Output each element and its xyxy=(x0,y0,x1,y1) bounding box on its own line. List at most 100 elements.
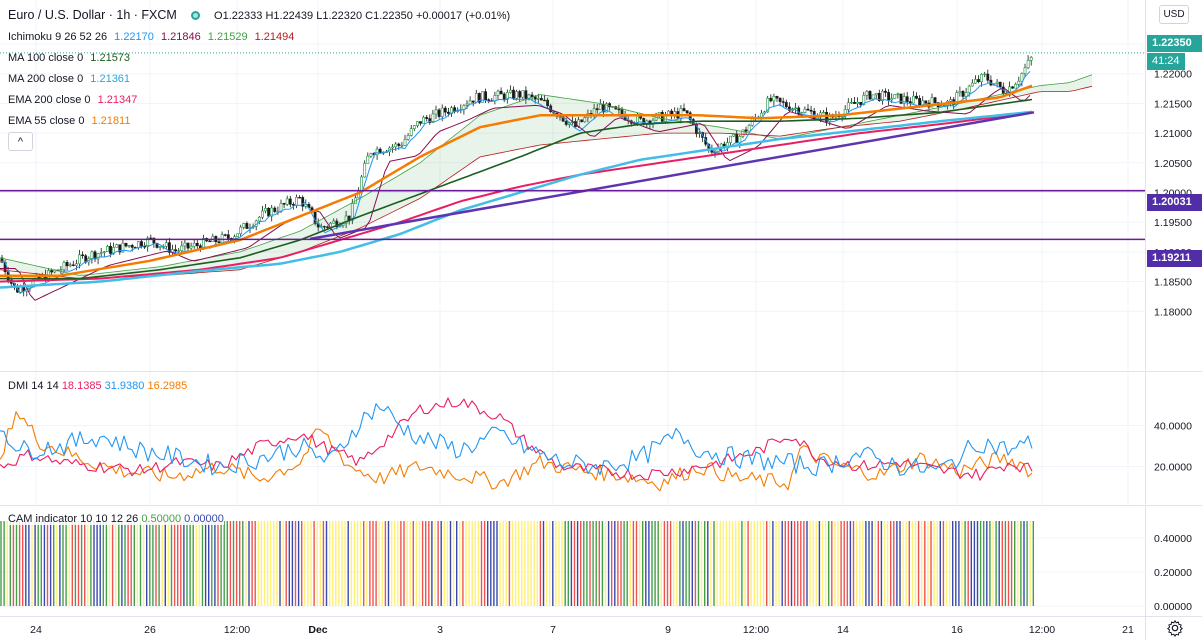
candle-body xyxy=(781,101,785,103)
time-tick-label: 26 xyxy=(144,624,156,636)
candle-body xyxy=(605,103,608,113)
time-axis-labels: 24 26 12:00 Dec 3 7 9 12:00 14 16 12:00 21 xyxy=(30,624,1134,636)
legend-ichimoku[interactable]: Ichimoku 9 26 52 26 1.22170 1.21846 1.21… xyxy=(8,27,510,48)
candle-body xyxy=(518,91,522,98)
candle-body xyxy=(155,242,159,248)
cam-pane[interactable] xyxy=(0,505,1145,616)
candle-body xyxy=(183,242,187,247)
ohlc-o-label: O xyxy=(214,10,223,22)
candle-body xyxy=(772,96,776,102)
dmi-chart[interactable] xyxy=(0,372,1145,505)
candle-body xyxy=(995,81,999,84)
candle-body xyxy=(217,241,221,243)
dmi-adx-value: 16.2985 xyxy=(147,380,188,392)
cam-axis-labels: 0.40000 0.20000 0.00000 xyxy=(1154,533,1192,613)
dmi-axis[interactable]: 40.0000 20.0000 xyxy=(1145,371,1202,504)
legend-ema55[interactable]: EMA 55 close 0 1.21811 xyxy=(8,111,510,132)
candle-body xyxy=(880,90,884,102)
price-chart[interactable] xyxy=(0,0,1145,370)
candle-body xyxy=(335,220,339,228)
candle-body xyxy=(425,117,429,119)
dmi-tick-label: 20.0000 xyxy=(1154,462,1192,474)
candle-body xyxy=(437,109,441,117)
candle-body xyxy=(273,207,277,212)
settings-gear-icon[interactable] xyxy=(1166,619,1184,637)
candle-body xyxy=(465,103,469,106)
price-tick-label: 1.21000 xyxy=(1154,128,1192,140)
candle-body xyxy=(741,129,745,137)
candle-body xyxy=(986,73,990,81)
legend-collapse-button[interactable]: ^ xyxy=(8,132,33,151)
candle-body xyxy=(164,242,168,247)
currency-button[interactable]: USD xyxy=(1159,5,1189,24)
candle-body xyxy=(140,241,143,247)
candle-body xyxy=(533,96,537,100)
candle-body xyxy=(431,113,435,123)
dmi-label: DMI 14 14 xyxy=(8,380,59,392)
cam-chart[interactable] xyxy=(0,506,1145,617)
ma100-label: MA 100 close 0 xyxy=(8,52,84,64)
candle-body xyxy=(564,120,568,125)
candle-body xyxy=(543,99,546,102)
candle-body xyxy=(499,90,503,95)
dmi-axis-labels: 40.0000 20.0000 xyxy=(1154,421,1192,474)
price-pane[interactable] xyxy=(0,0,1145,370)
cam-axis[interactable]: 0.40000 0.20000 0.00000 xyxy=(1145,505,1202,616)
ichimoku-v4: 1.21494 xyxy=(254,31,295,43)
candle-body xyxy=(849,101,853,104)
hline-upper-tag: 1.20031 xyxy=(1147,194,1202,211)
candle-body xyxy=(679,108,683,119)
candle-body xyxy=(99,252,103,254)
cam-tick-label: 0.40000 xyxy=(1154,533,1192,545)
market-status-icon[interactable] xyxy=(190,11,200,20)
candle-body xyxy=(682,108,686,111)
ichimoku-label: Ichimoku 9 26 52 26 xyxy=(8,31,108,43)
trend-line xyxy=(309,111,1035,241)
candle-body xyxy=(868,91,872,100)
legend-ma100[interactable]: MA 100 close 0 1.21573 xyxy=(8,48,510,69)
candle-body xyxy=(236,233,240,237)
candle-body xyxy=(524,90,528,99)
candle-body xyxy=(977,79,980,83)
ichimoku-kijun-line xyxy=(0,88,1031,301)
price-axis[interactable]: 1.225001.220001.215001.210001.205001.200… xyxy=(1145,0,1202,370)
candle-body xyxy=(1011,86,1015,89)
candle-body xyxy=(902,96,906,104)
candle-body xyxy=(90,251,94,259)
legend-ma200[interactable]: MA 200 close 0 1.21361 xyxy=(8,69,510,90)
candle-body xyxy=(539,98,543,101)
candle-body xyxy=(106,246,109,252)
candle-body xyxy=(189,245,193,249)
candle-body xyxy=(422,117,426,124)
candle-body xyxy=(915,95,918,99)
candle-body xyxy=(366,155,370,164)
symbol-title[interactable]: Euro / U.S. Dollar · 1h · FXCM xyxy=(8,8,177,22)
candle-body xyxy=(146,237,150,247)
time-tick-label: 24 xyxy=(30,624,42,636)
dmi-legend[interactable]: DMI 14 14 18.1385 31.9380 16.2985 xyxy=(8,380,187,392)
candle-body xyxy=(168,242,171,253)
candle-body xyxy=(877,93,881,102)
candle-body xyxy=(806,108,810,111)
candle-body xyxy=(264,208,267,212)
candle-body xyxy=(19,286,23,293)
legend-ema200[interactable]: EMA 200 close 0 1.21347 xyxy=(8,90,510,111)
ohlc-h-value: 1.22439 xyxy=(273,10,314,22)
candle-body xyxy=(905,96,909,102)
candle-body xyxy=(291,204,295,206)
candle-body xyxy=(239,226,243,235)
dmi-pane[interactable] xyxy=(0,371,1145,505)
cam-legend[interactable]: CAM indicator 10 10 12 26 0.50000 0.0000… xyxy=(8,513,224,525)
candle-body xyxy=(1029,57,1033,61)
candle-body xyxy=(81,254,85,257)
candle-body xyxy=(391,146,395,149)
candle-body xyxy=(192,242,196,247)
candle-body xyxy=(803,108,807,113)
candle-body xyxy=(102,251,106,253)
dmi-minus-value: 31.9380 xyxy=(104,380,145,392)
time-axis[interactable]: 24 26 12:00 Dec 3 7 9 12:00 14 16 12:00 21 xyxy=(0,616,1145,640)
chart-legend: Euro / U.S. Dollar · 1h · FXCM O1.22333 … xyxy=(8,5,510,132)
time-tick-label: 12:00 xyxy=(743,624,769,636)
candle-body xyxy=(288,198,292,205)
